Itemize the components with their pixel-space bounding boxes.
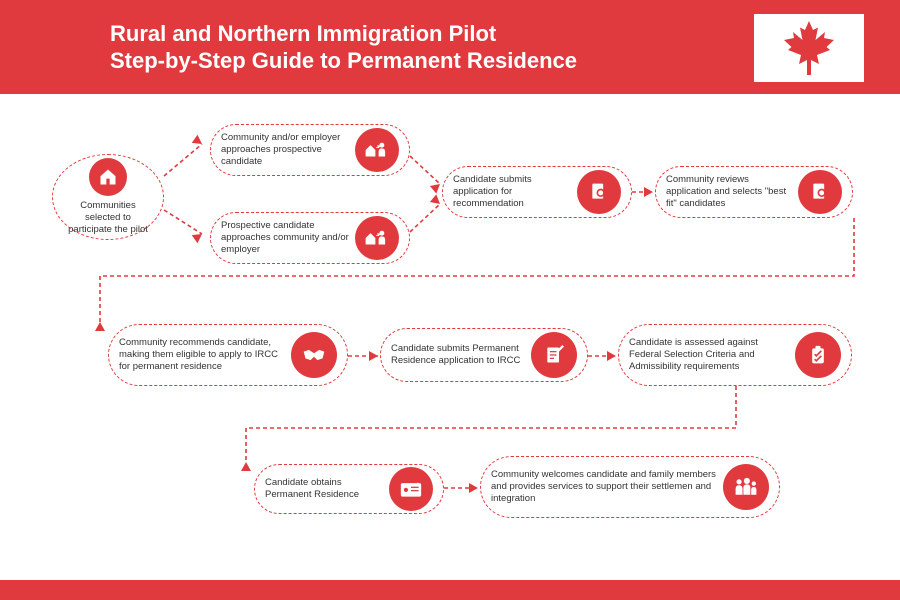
node-text: Candidate submits Permanent Residence ap… bbox=[391, 343, 525, 367]
form-icon bbox=[531, 332, 577, 378]
node-text: Communities selected to participate the … bbox=[63, 200, 153, 236]
people-house-icon bbox=[355, 216, 399, 260]
title-line2: Step-by-Step Guide to Permanent Residenc… bbox=[110, 47, 577, 75]
node-text: Community recommends candidate, making t… bbox=[119, 337, 285, 373]
flow-node-n4: Community reviews application and select… bbox=[655, 166, 853, 218]
node-text: Candidate is assessed against Federal Se… bbox=[629, 337, 789, 373]
canada-flag bbox=[754, 14, 864, 82]
flow-node-n7: Candidate is assessed against Federal Se… bbox=[618, 324, 852, 386]
node-text: Community and/or employer approaches pro… bbox=[221, 132, 349, 168]
family-icon bbox=[723, 464, 769, 510]
card-icon bbox=[389, 467, 433, 511]
node-text: Candidate obtains Permanent Residence bbox=[265, 477, 383, 501]
title-line1: Rural and Northern Immigration Pilot bbox=[110, 20, 577, 48]
node-text: Prospective candidate approaches communi… bbox=[221, 220, 349, 256]
doc-search-icon bbox=[798, 170, 842, 214]
node-text: Candidate submits application for recomm… bbox=[453, 174, 571, 210]
maple-leaf-icon bbox=[784, 21, 834, 75]
header-banner: Rural and Northern Immigration Pilot Ste… bbox=[0, 0, 900, 94]
handshake-icon bbox=[291, 332, 337, 378]
house-icon bbox=[89, 158, 127, 196]
page-title: Rural and Northern Immigration Pilot Ste… bbox=[110, 20, 577, 75]
flow-node-n8: Candidate obtains Permanent Residence bbox=[254, 464, 444, 514]
flow-node-n5: Community recommends candidate, making t… bbox=[108, 324, 348, 386]
footer-strip bbox=[0, 580, 900, 600]
flow-node-n6: Candidate submits Permanent Residence ap… bbox=[380, 328, 588, 382]
flow-node-n9: Community welcomes candidate and family … bbox=[480, 456, 780, 518]
node-text: Community welcomes candidate and family … bbox=[491, 469, 717, 505]
people-house-icon bbox=[355, 128, 399, 172]
flow-node-n1: Communities selected to participate the … bbox=[52, 154, 164, 240]
flow-node-n2b: Prospective candidate approaches communi… bbox=[210, 212, 410, 264]
flowchart-canvas: Communities selected to participate the … bbox=[0, 94, 900, 580]
node-text: Community reviews application and select… bbox=[666, 174, 792, 210]
flow-node-n3: Candidate submits application for recomm… bbox=[442, 166, 632, 218]
flow-node-n2a: Community and/or employer approaches pro… bbox=[210, 124, 410, 176]
clipboard-icon bbox=[795, 332, 841, 378]
doc-search-icon bbox=[577, 170, 621, 214]
